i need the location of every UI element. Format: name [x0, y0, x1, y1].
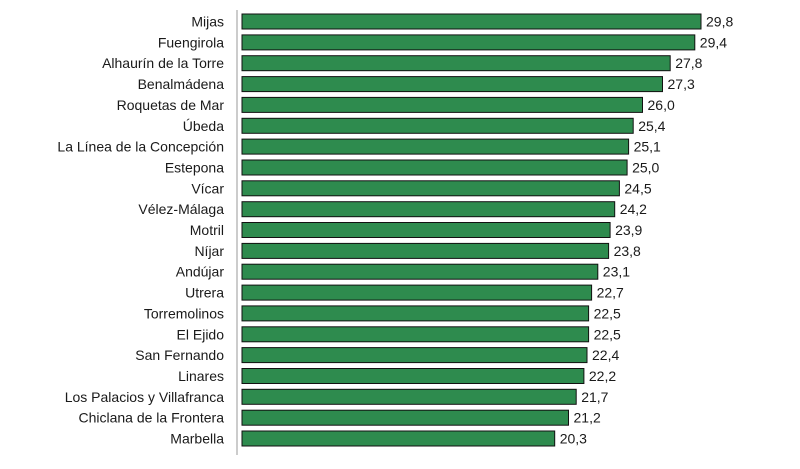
value-labels-group: 29,8 29,4 27,8 27,3 26,0 25,4 25,1 25,0 24,5 24,2…: [560, 14, 734, 447]
value-label: 23,9: [615, 222, 642, 238]
category-label: La Línea de la Concepción: [57, 139, 224, 155]
category-label: Roquetas de Mar: [117, 97, 225, 113]
bar: [241, 96, 643, 113]
value-label: 29,4: [700, 34, 727, 50]
value-label: 25,1: [634, 139, 661, 155]
category-label: El Ejido: [177, 326, 225, 342]
value-label: 22,5: [594, 326, 621, 342]
value-label: 23,8: [614, 243, 641, 259]
category-label: Marbella: [170, 431, 224, 447]
category-label: Motril: [190, 222, 224, 238]
category-label: Chiclana de la Frontera: [78, 410, 224, 426]
category-label: Linares: [178, 368, 224, 384]
bar: [241, 242, 610, 259]
category-label: Fuengirola: [158, 34, 224, 50]
value-label: 25,0: [632, 160, 659, 176]
value-label: 27,3: [668, 76, 695, 92]
bar: [241, 222, 611, 238]
category-label: Alhaurín de la Torre: [102, 55, 224, 71]
value-label: 25,4: [638, 118, 665, 134]
bar: [241, 368, 585, 384]
value-label: 27,8: [675, 55, 702, 71]
category-label: Vélez-Málaga: [138, 201, 224, 217]
bar: [241, 284, 593, 301]
category-label: Torremolinos: [144, 305, 224, 321]
category-label: Úbeda: [183, 118, 224, 134]
value-label: 24,5: [624, 180, 651, 196]
value-label: 22,7: [597, 285, 624, 301]
category-label: Vícar: [191, 180, 224, 196]
category-label: Estepona: [165, 160, 224, 176]
category-label: Los Palacios y Villafranca: [65, 389, 224, 405]
bar: [241, 305, 590, 322]
category-label: Níjar: [194, 243, 224, 259]
value-label: 21,7: [581, 389, 608, 405]
value-label: 23,1: [603, 264, 630, 280]
category-label: Benalmádena: [138, 76, 225, 92]
bar: [241, 409, 569, 426]
value-label: 29,8: [706, 14, 733, 30]
value-label: 22,4: [592, 347, 619, 363]
value-label: 21,2: [574, 410, 601, 426]
bar: [241, 180, 620, 197]
category-label: Utrera: [185, 285, 224, 301]
bar: [241, 326, 590, 343]
bar: [241, 55, 671, 72]
bar: [241, 76, 663, 93]
bar: [241, 138, 630, 155]
bar: [241, 117, 634, 134]
value-label: 22,2: [589, 368, 616, 384]
category-label: Mijas: [191, 14, 224, 30]
bar: [241, 263, 599, 280]
bar: [241, 34, 696, 51]
bar: [241, 13, 702, 30]
category-labels-group: Mijas Fuengirola Alhaurín de la Torre Benal…: [57, 14, 224, 447]
bar: [241, 159, 628, 176]
bar: [241, 347, 588, 364]
value-label: 20,3: [560, 431, 587, 447]
category-label: Andújar: [176, 264, 225, 280]
category-label: San Fernando: [135, 347, 224, 363]
bar: [241, 201, 616, 218]
bar: [241, 388, 577, 405]
bar: [241, 430, 556, 447]
value-label: 22,5: [594, 305, 621, 321]
value-label: 24,2: [620, 201, 647, 217]
value-label: 26,0: [648, 97, 675, 113]
bars-group: [241, 13, 702, 447]
